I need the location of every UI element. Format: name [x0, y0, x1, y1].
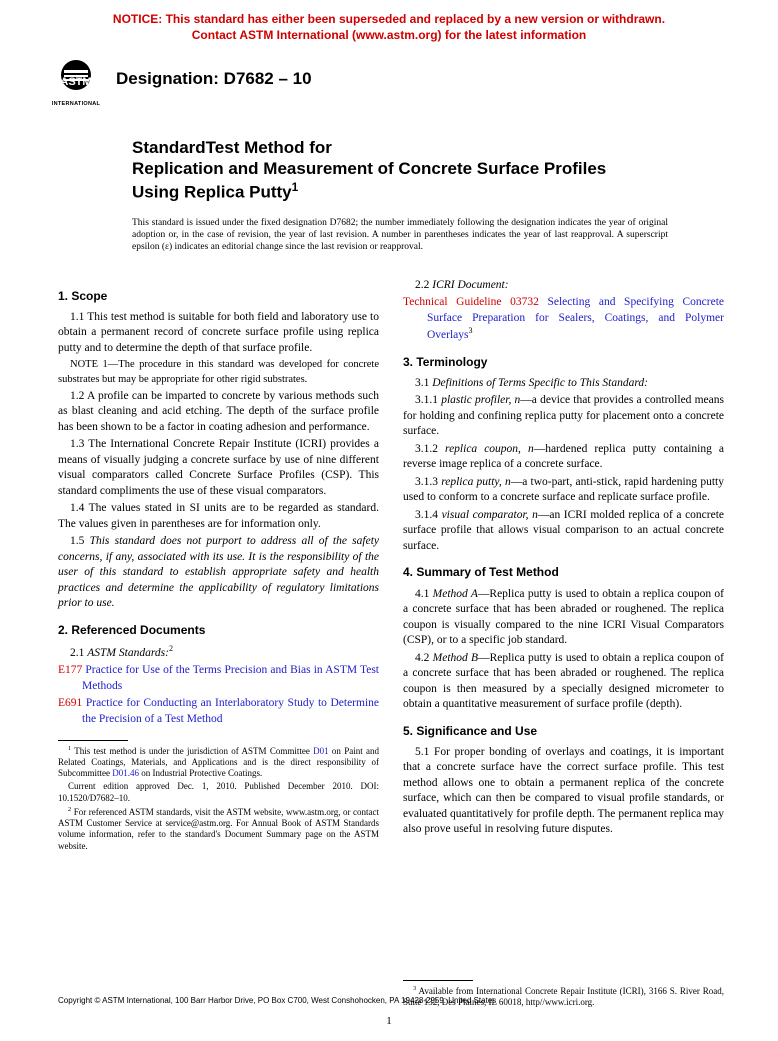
ref-e691[interactable]: E691 Practice for Conducting an Interlab… — [58, 696, 379, 727]
left-column: 1. Scope 1.1 This test method is suitabl… — [58, 278, 379, 1011]
title-line2: Replication and Measurement of Concrete … — [132, 159, 606, 178]
fn-1: 1 This test method is under the jurisdic… — [58, 745, 379, 780]
copyright: Copyright © ASTM International, 100 Barr… — [58, 996, 496, 1005]
p-4-1: 4.1 Method A—Replica putty is used to ob… — [403, 587, 724, 649]
sub-2-1: 2.1 2.1 ASTM Standards:ASTM Standards:2 — [70, 644, 379, 661]
title-line1: StandardTest Method for — [132, 138, 332, 157]
p-1-3: 1.3 The International Concrete Repair In… — [58, 437, 379, 499]
svg-text:ASTM: ASTM — [60, 76, 91, 88]
title-sup: 1 — [292, 180, 299, 194]
p-3-1-2: 3.1.2 replica coupon, n—hardened replica… — [403, 442, 724, 473]
left-footnotes: 1 This test method is under the jurisdic… — [58, 745, 379, 852]
p-5-1: 5.1 For proper bonding of overlays and c… — [403, 745, 724, 838]
p-3-1-3: 3.1.3 replica putty, n—a two-part, anti-… — [403, 475, 724, 506]
sec4-head: 4. Summary of Test Method — [403, 564, 724, 580]
title-line3: Using Replica Putty — [132, 182, 292, 201]
header-row: ASTM INTERNATIONAL Designation: D7682 – … — [0, 49, 778, 107]
sub-2-2: 2.2 ICRI Document: — [415, 278, 724, 294]
footnote-rule-r — [403, 980, 473, 981]
ref-e177[interactable]: E177 Practice for Use of the Terms Preci… — [58, 663, 379, 694]
p-1-5: 1.5 1.5 This standard does not purport t… — [58, 534, 379, 612]
sec1-head: 1. Scope — [58, 288, 379, 304]
designation: Designation: D7682 – 10 — [116, 69, 312, 89]
p-1-2: 1.2 A profile can be imparted to concret… — [58, 389, 379, 436]
p-4-2: 4.2 Method B—Replica putty is used to ob… — [403, 651, 724, 713]
p-3-1: 3.1 Definitions of Terms Specific to Thi… — [403, 376, 724, 392]
fn-2: 2 For referenced ASTM standards, visit t… — [58, 806, 379, 852]
notice-banner: NOTICE: This standard has either been su… — [0, 0, 778, 49]
logo-subtext: INTERNATIONAL — [52, 101, 100, 107]
note-1: NNOTE 1—The procedure in this standard w… — [58, 358, 379, 386]
astm-logo: ASTM INTERNATIONAL — [46, 59, 106, 107]
sec5-head: 5. Significance and Use — [403, 723, 724, 739]
title-block: StandardTest Method for Replication and … — [132, 137, 692, 202]
p-1-1: 1.1 This test method is suitable for bot… — [58, 310, 379, 357]
right-column: 2.2 ICRI Document: Technical Guideline 0… — [403, 278, 724, 1011]
notice-line2: Contact ASTM International (www.astm.org… — [192, 28, 586, 42]
p-3-1-4: 3.1.4 visual comparator, n—an ICRI molde… — [403, 508, 724, 555]
page-number: 1 — [0, 1015, 778, 1027]
notice-line1: NOTICE: This standard has either been su… — [113, 12, 665, 26]
issued-note: This standard is issued under the fixed … — [132, 217, 668, 254]
fn-1-cont: Current edition approved Dec. 1, 2010. P… — [58, 781, 379, 804]
p-1-4: 1.4 The values stated in SI units are to… — [58, 501, 379, 532]
sec3-head: 3. Terminology — [403, 354, 724, 370]
p-3-1-1: 3.1.1 plastic profiler, n—a device that … — [403, 393, 724, 440]
ref-icri[interactable]: Technical Guideline 03732 Selecting and … — [403, 295, 724, 343]
sec2-head: 2. Referenced Documents — [58, 622, 379, 638]
body-columns: 1. Scope 1.1 This test method is suitabl… — [0, 254, 778, 1011]
footnote-rule — [58, 740, 128, 741]
